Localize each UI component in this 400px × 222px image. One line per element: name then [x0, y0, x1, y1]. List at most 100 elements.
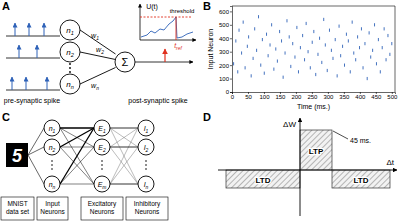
input-neuron	[60, 42, 80, 62]
digit: 5	[12, 146, 23, 166]
neuron-label: I2	[144, 144, 149, 153]
y-tick: 400	[219, 36, 232, 42]
axis-title: ΔW	[283, 120, 296, 129]
neuron-label: n1	[49, 125, 56, 134]
spike	[344, 64, 345, 67]
spike	[346, 33, 347, 36]
caption: Excitatory	[88, 200, 117, 208]
spike	[302, 34, 303, 37]
x-tick: 400	[355, 92, 366, 100]
spike	[370, 55, 371, 58]
neuron-label: E1	[98, 125, 106, 134]
x-tick: 500	[387, 92, 398, 100]
ellipsis-dot	[145, 164, 147, 166]
spike	[374, 23, 375, 26]
spike	[325, 43, 326, 46]
spike	[308, 50, 309, 53]
spike	[386, 58, 387, 61]
x-tick-label: 500	[387, 94, 398, 100]
ellipsis-dot	[51, 168, 53, 170]
y-tick-mark	[230, 79, 232, 80]
neuron-label: In	[144, 181, 149, 190]
spike	[239, 29, 240, 32]
caption: Neurons	[90, 208, 115, 215]
inset-x-axis	[140, 40, 196, 41]
x-tick-label: 200	[291, 94, 302, 100]
spike-train-baseline	[6, 36, 60, 37]
fire-time	[176, 17, 177, 40]
caption: post-synaptic spike	[128, 97, 188, 105]
y-tick: 200	[219, 63, 232, 69]
caption-box	[1, 197, 34, 220]
spike	[382, 46, 383, 49]
neuron-label: n2	[49, 144, 56, 153]
x-tick: 450	[371, 92, 382, 100]
input-excitatory-synapse	[60, 147, 94, 148]
input-spike	[29, 23, 30, 36]
subscript: 2	[70, 52, 75, 58]
panel-d: ΔWΔtLTPLTDLTD45 ms.	[218, 118, 397, 216]
x-tick-label: 450	[371, 94, 382, 100]
ellipsis-dot	[69, 71, 71, 73]
ellipsis-dot	[101, 160, 103, 162]
spike	[321, 61, 322, 64]
excitatory-inhibitory-synapse	[110, 184, 138, 185]
x-tick-label: 100	[259, 94, 270, 100]
spike	[300, 46, 301, 49]
caption-box	[37, 197, 68, 220]
input-spike	[12, 77, 13, 90]
spike	[245, 66, 246, 69]
y-tick-label: 400	[219, 36, 230, 42]
spike	[279, 30, 280, 33]
spike	[256, 49, 257, 52]
spike	[315, 73, 316, 76]
ltd-region	[332, 170, 390, 188]
input-connection	[28, 147, 44, 155]
neuron	[138, 176, 154, 192]
spike	[376, 62, 377, 65]
subscript: ref	[176, 46, 182, 51]
y-tick-mark	[230, 65, 232, 66]
ellipsis-dot	[145, 168, 147, 170]
spike	[262, 38, 263, 41]
spike	[355, 58, 356, 61]
output-line	[135, 62, 193, 63]
weight-label: wn	[91, 82, 99, 91]
panel-label: B	[203, 0, 211, 12]
spike	[283, 76, 284, 79]
inhibitory-feedback	[110, 128, 138, 184]
plot-frame	[232, 6, 395, 7]
input-excitatory-synapse	[60, 147, 94, 184]
neuron-label: Em	[98, 181, 107, 190]
neuron	[44, 120, 60, 136]
y-tick: 0	[226, 89, 232, 95]
digit-image	[6, 143, 28, 167]
subscript: 2	[102, 148, 106, 153]
input-spike	[15, 23, 16, 36]
spike	[387, 34, 388, 37]
spike	[253, 57, 254, 60]
neuron	[94, 176, 110, 192]
threshold-line	[140, 17, 192, 18]
y-axis-title: Input Neuron	[207, 29, 215, 70]
panel-a: n1n2nnw1w2wnΣU(t)thresholdtrefpre-synapt…	[4, 3, 196, 105]
spike	[264, 72, 265, 75]
subscript: 1	[103, 129, 106, 134]
spike	[359, 46, 360, 49]
x-tick: 300	[323, 92, 334, 100]
input-excitatory-synapse	[60, 184, 94, 185]
plot-frame	[395, 6, 396, 92]
threshold-label: threshold	[170, 8, 195, 14]
spike	[268, 54, 269, 57]
neuron-label: n2	[66, 48, 74, 58]
x-tick-label: 0	[231, 94, 235, 100]
spike	[260, 64, 261, 67]
inhibitory-feedback	[110, 147, 138, 184]
subscript: n	[71, 84, 74, 90]
spike	[304, 58, 305, 61]
y-tick-label: 600	[219, 9, 230, 15]
panel-label: D	[203, 111, 211, 123]
spike	[247, 45, 248, 48]
neuron	[94, 120, 110, 136]
spike	[266, 33, 267, 36]
